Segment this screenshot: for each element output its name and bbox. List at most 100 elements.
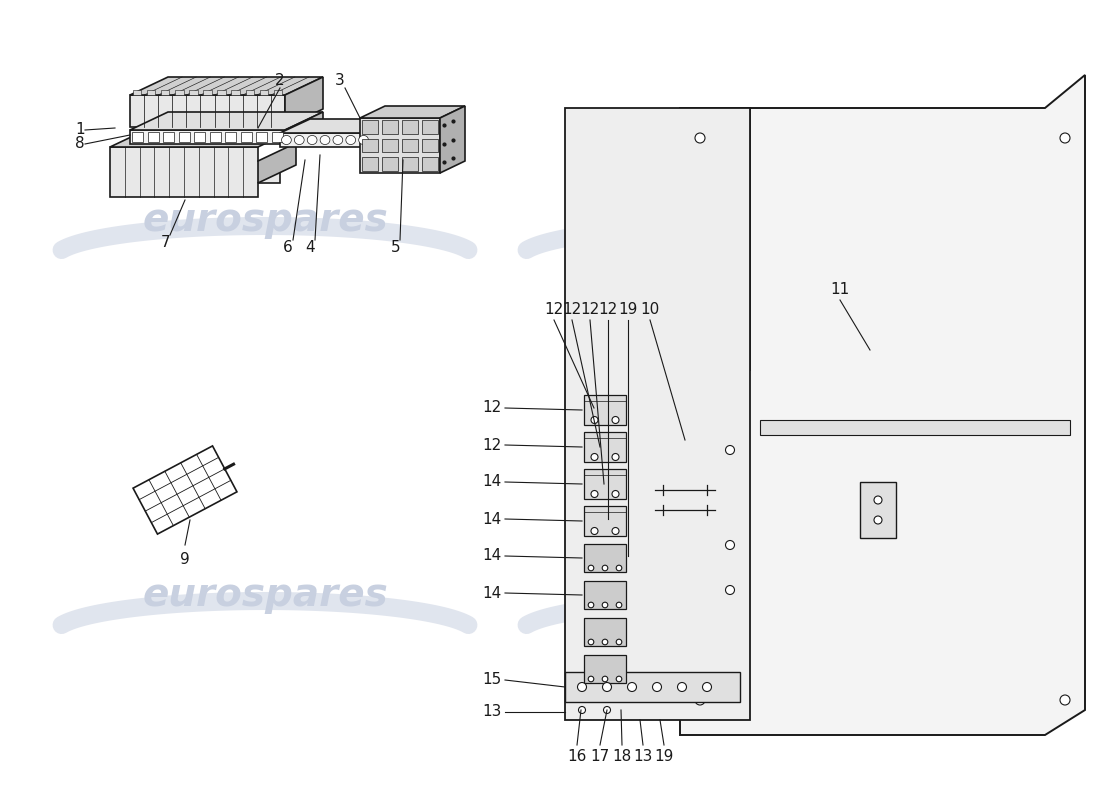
Circle shape: [591, 490, 598, 498]
Circle shape: [726, 586, 735, 594]
Polygon shape: [680, 75, 1085, 735]
Ellipse shape: [295, 135, 305, 145]
Circle shape: [616, 602, 622, 608]
Polygon shape: [285, 77, 323, 127]
Ellipse shape: [307, 135, 317, 145]
Text: 19: 19: [618, 302, 638, 317]
Ellipse shape: [333, 135, 343, 145]
Polygon shape: [280, 133, 370, 147]
Bar: [161, 90, 169, 95]
Bar: [422, 120, 438, 134]
Circle shape: [726, 446, 735, 454]
Circle shape: [612, 527, 619, 534]
Circle shape: [591, 417, 598, 423]
Polygon shape: [584, 618, 626, 646]
Bar: [272, 132, 283, 142]
Text: 18: 18: [613, 749, 631, 764]
Polygon shape: [584, 469, 626, 499]
Ellipse shape: [320, 135, 330, 145]
Circle shape: [602, 565, 608, 571]
Polygon shape: [440, 106, 465, 173]
Text: 17: 17: [591, 749, 609, 764]
Circle shape: [703, 682, 712, 691]
Bar: [382, 157, 398, 170]
Circle shape: [874, 516, 882, 524]
Text: 12: 12: [483, 401, 502, 415]
Bar: [422, 157, 438, 170]
Circle shape: [627, 682, 637, 691]
Polygon shape: [860, 482, 896, 538]
Polygon shape: [130, 130, 285, 144]
Text: 16: 16: [568, 749, 586, 764]
Circle shape: [1060, 133, 1070, 143]
Polygon shape: [110, 129, 296, 147]
Text: 6: 6: [284, 240, 293, 255]
Text: 12: 12: [544, 302, 563, 317]
Polygon shape: [680, 108, 750, 370]
Text: eurospares: eurospares: [607, 576, 852, 614]
Text: 14: 14: [483, 549, 502, 563]
Bar: [245, 90, 254, 95]
Bar: [179, 132, 189, 142]
Circle shape: [591, 454, 598, 461]
Bar: [403, 120, 418, 134]
Text: 12: 12: [598, 302, 617, 317]
Text: 13: 13: [634, 749, 652, 764]
Circle shape: [616, 565, 622, 571]
Bar: [189, 90, 198, 95]
Polygon shape: [360, 118, 440, 173]
Circle shape: [604, 706, 611, 714]
Text: eurospares: eurospares: [607, 201, 852, 239]
Polygon shape: [130, 77, 323, 95]
Polygon shape: [760, 420, 1070, 435]
Bar: [147, 90, 155, 95]
Bar: [274, 90, 283, 95]
Text: 5: 5: [390, 240, 400, 255]
Polygon shape: [130, 112, 323, 130]
Text: 4: 4: [306, 240, 315, 255]
Text: 19: 19: [654, 749, 673, 764]
Bar: [163, 132, 174, 142]
Bar: [195, 132, 206, 142]
Text: 11: 11: [830, 282, 849, 297]
Text: 12: 12: [483, 438, 502, 453]
Polygon shape: [584, 395, 626, 425]
Text: 2: 2: [275, 73, 285, 88]
Bar: [218, 90, 226, 95]
Circle shape: [695, 695, 705, 705]
Text: 15: 15: [483, 673, 502, 687]
Bar: [204, 90, 211, 95]
Bar: [362, 120, 377, 134]
Text: 10: 10: [640, 302, 660, 317]
Bar: [260, 90, 268, 95]
Circle shape: [588, 602, 594, 608]
Polygon shape: [360, 106, 465, 118]
Ellipse shape: [359, 135, 369, 145]
Circle shape: [874, 496, 882, 504]
Bar: [362, 157, 377, 170]
Polygon shape: [370, 119, 400, 147]
Circle shape: [612, 454, 619, 461]
Polygon shape: [584, 655, 626, 683]
Circle shape: [652, 682, 661, 691]
Circle shape: [1060, 695, 1070, 705]
Bar: [362, 138, 377, 152]
Circle shape: [603, 682, 612, 691]
Circle shape: [602, 639, 608, 645]
Circle shape: [591, 527, 598, 534]
Text: 3: 3: [336, 73, 345, 88]
Text: 14: 14: [483, 511, 502, 526]
Bar: [382, 138, 398, 152]
Circle shape: [616, 676, 622, 682]
Circle shape: [616, 639, 622, 645]
Bar: [403, 138, 418, 152]
Circle shape: [612, 417, 619, 423]
Circle shape: [588, 676, 594, 682]
Circle shape: [602, 602, 608, 608]
Text: 8: 8: [76, 137, 85, 151]
Text: eurospares: eurospares: [142, 201, 388, 239]
Bar: [241, 132, 252, 142]
Polygon shape: [565, 672, 740, 702]
Bar: [147, 132, 158, 142]
Text: 14: 14: [483, 586, 502, 601]
